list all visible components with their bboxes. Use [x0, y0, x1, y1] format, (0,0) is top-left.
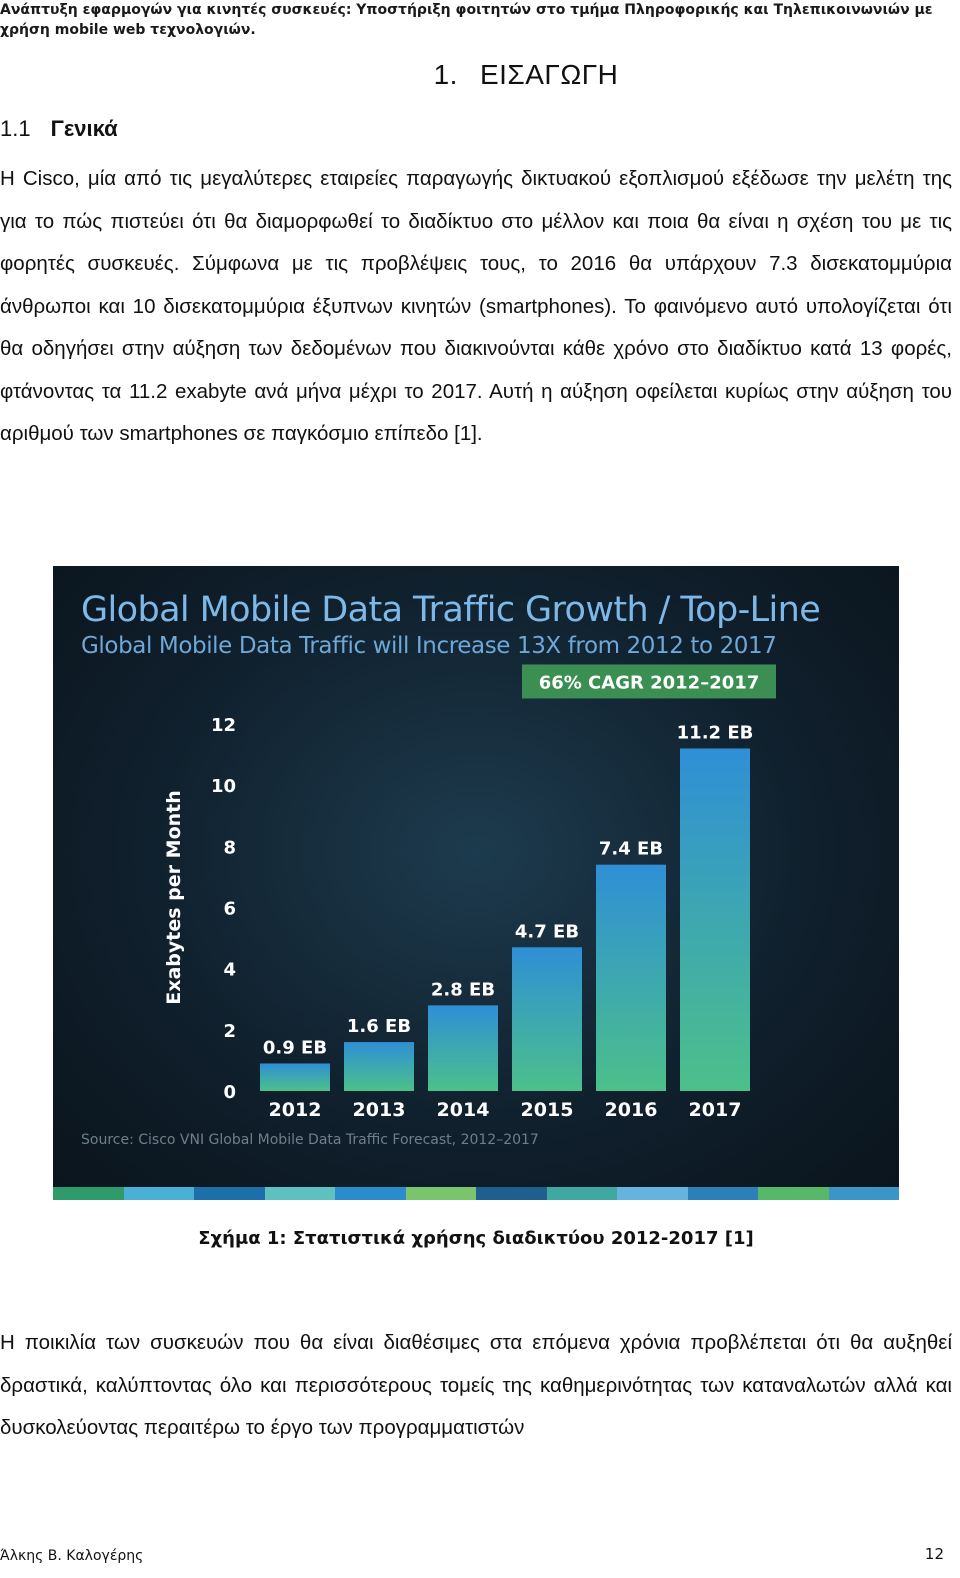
y-tick-label: 6 — [223, 899, 236, 920]
color-strip-segment — [828, 1187, 899, 1200]
color-strip-segment — [335, 1187, 406, 1200]
section-title: Γενικά — [50, 116, 118, 141]
color-strip-segment — [758, 1187, 829, 1200]
color-strip-segment — [546, 1187, 617, 1200]
color-strip-segment — [264, 1187, 335, 1200]
y-tick-label: 8 — [223, 837, 236, 858]
x-tick-label: 2015 — [521, 1099, 574, 1121]
data-label: 4.7 EB — [515, 921, 579, 942]
y-tick-label: 12 — [211, 715, 236, 736]
color-strip — [53, 1187, 899, 1200]
chart-source: Source: Cisco VNI Global Mobile Data Tra… — [81, 1132, 539, 1148]
bar-2015 — [512, 947, 582, 1091]
color-strip-segment — [194, 1187, 265, 1200]
running-header: Ανάπτυξη εφαρμογών για κινητές συσκευές:… — [0, 2, 933, 38]
color-strip-segment — [405, 1187, 476, 1200]
x-tick-label: 2017 — [689, 1099, 742, 1121]
data-label: 7.4 EB — [599, 839, 663, 860]
x-tick-label: 2016 — [605, 1099, 658, 1121]
color-strip-segment — [687, 1187, 758, 1200]
footer-author: Άλκης Β. Καλογέρης — [0, 1548, 144, 1564]
x-tick-label: 2013 — [353, 1099, 406, 1121]
x-tick-label: 2014 — [437, 1099, 490, 1121]
x-tick-label: 2012 — [269, 1099, 322, 1121]
section-number: 1.1 — [0, 116, 31, 141]
chapter-number: 1. — [433, 59, 458, 90]
color-strip-segment — [53, 1187, 124, 1200]
y-tick-label: 4 — [223, 960, 236, 981]
y-axis-label: Exabytes per Month — [163, 790, 185, 1005]
color-strip-segment — [123, 1187, 194, 1200]
figure-chart: Global Mobile Data Traffic Growth / Top-… — [53, 566, 899, 1200]
cagr-annotation: 66% CAGR 2012–2017 — [539, 672, 760, 693]
body-paragraph: Η ποικιλία των συσκευών που θα είναι δια… — [0, 1331, 952, 1439]
figure-caption: Σχήμα 1: Στατιστικά χρήσης διαδικτύου 20… — [198, 1228, 754, 1249]
chapter-title: ΕΙΣΑΓΩΓΗ — [479, 59, 619, 90]
bar-2017 — [680, 748, 750, 1091]
bar-2016 — [596, 864, 666, 1091]
data-label: 2.8 EB — [431, 979, 495, 1000]
y-tick-label: 2 — [223, 1021, 236, 1042]
page-number: 12 — [924, 1545, 944, 1563]
y-tick-label: 10 — [211, 776, 236, 797]
bar-2014 — [428, 1005, 498, 1091]
bar-2012 — [260, 1063, 330, 1091]
chapter-heading: 1. ΕΙΣΑΓΩΓΗ — [0, 58, 960, 92]
data-label: 0.9 EB — [263, 1037, 327, 1058]
color-strip-segment — [476, 1187, 547, 1200]
y-tick-label: 0 — [223, 1082, 236, 1103]
data-label: 11.2 EB — [677, 722, 754, 743]
cagr-annotation-box — [522, 664, 776, 699]
color-strip-segment — [617, 1187, 688, 1200]
data-label: 1.6 EB — [347, 1016, 411, 1037]
section-heading: 1.1 Γενικά — [0, 114, 118, 144]
bar-2013 — [344, 1042, 414, 1091]
chart-title: Global Mobile Data Traffic Growth / Top-… — [81, 590, 821, 630]
chart-plot: 0 2 4 6 8 10 12 Exabytes per Month 0.9 EB 2012 1.6… — [163, 664, 776, 1121]
body-paragraph: Η Cisco, μία από τις μεγαλύτερες εταιρεί… — [0, 167, 952, 445]
chart-subtitle: Global Mobile Data Traffic will Increase… — [81, 633, 777, 659]
